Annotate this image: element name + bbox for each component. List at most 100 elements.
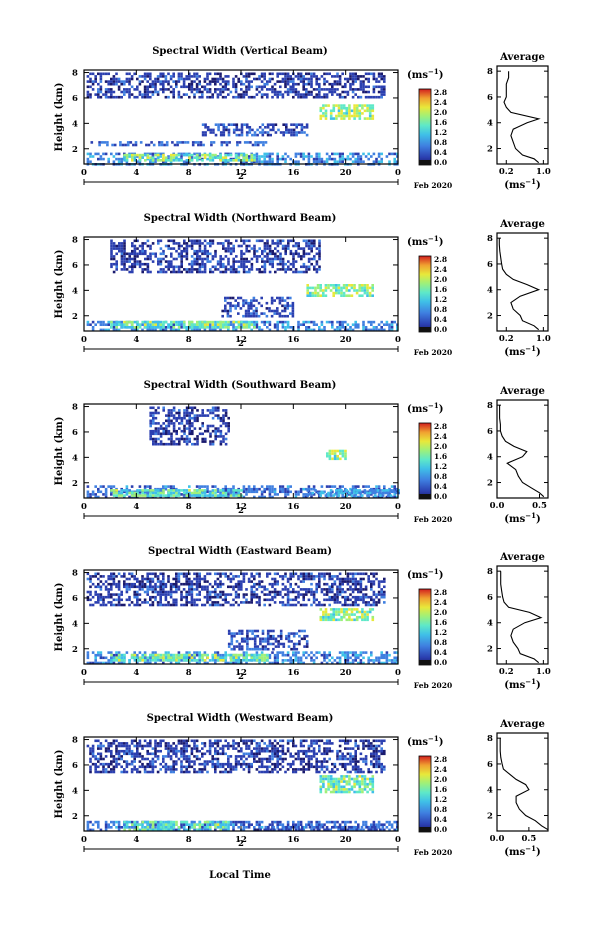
heatmap-cell [298, 131, 301, 134]
heatmap-cell [209, 270, 212, 274]
heatmap-cell [326, 452, 329, 455]
heatmap-cell [190, 85, 194, 89]
heatmap-cell [393, 661, 396, 665]
heatmap-cell [255, 490, 259, 494]
heatmap-cell [217, 416, 220, 420]
heatmap-cell [201, 585, 204, 589]
heatmap-cell [302, 598, 305, 602]
heatmap-cell [320, 588, 324, 591]
heatmap-cell [141, 252, 144, 256]
heatmap-cell [120, 80, 123, 83]
heatmap-cell [266, 629, 270, 633]
heatmap-cell [377, 155, 381, 158]
heatmap-cell [240, 585, 243, 589]
heatmap-cell [102, 598, 105, 602]
heatmap-cell [281, 485, 285, 488]
heatmap-cell [162, 593, 165, 596]
heatmap-cell [310, 249, 313, 253]
heatmap-cell [172, 659, 176, 662]
heatmap-cell [91, 490, 95, 494]
heatmap-cell [297, 490, 300, 494]
heatmap-cell [269, 637, 273, 641]
heatmap-cell [248, 159, 251, 162]
heatmap-cell [136, 88, 139, 91]
heatmap-cell [196, 489, 199, 492]
heatmap-cell [94, 590, 97, 594]
heatmap-cell [196, 153, 199, 157]
heatmap-cell [294, 268, 298, 271]
heatmap-cell [206, 490, 209, 494]
heatmap-cell [188, 88, 191, 91]
heatmap-cell [292, 88, 295, 91]
heatmap-cell [271, 257, 274, 261]
heatmap-cell [377, 323, 381, 326]
heatmap-cell [123, 80, 126, 83]
heatmap-cell [234, 590, 238, 594]
heatmap-cell [302, 157, 305, 161]
heatmap-cell [377, 160, 381, 163]
heatmap-cell [339, 449, 342, 453]
heatmap-cell [196, 249, 199, 253]
heatmap-cell [279, 490, 282, 494]
heatmap-cell [89, 495, 92, 499]
heatmap-cell [357, 653, 360, 657]
heatmap-cell [226, 312, 230, 315]
heatmap-cell [219, 242, 222, 245]
heatmap-cell [209, 442, 212, 446]
y-axis-label: Height (km) [54, 83, 65, 152]
heatmap-cell [130, 582, 134, 586]
heatmap-cell [351, 160, 355, 163]
heatmap-cell [299, 95, 303, 99]
heatmap-cell [91, 651, 95, 654]
heatmap-cell [358, 610, 362, 614]
heatmap-cell [310, 244, 313, 248]
heatmap-cell [190, 588, 194, 591]
heatmap-cell [302, 82, 305, 86]
heatmap-cell [143, 598, 147, 602]
heatmap-cell [240, 629, 244, 633]
heatmap-cell [361, 494, 364, 497]
heatmap-cell [128, 77, 131, 81]
heatmap-cell [349, 598, 352, 602]
heatmap-cell [359, 75, 363, 78]
heatmap-cell [110, 577, 113, 581]
heatmap-cell [358, 289, 361, 292]
heatmap-cell [180, 435, 184, 438]
colorbar-tick-label: 0.4 [434, 482, 447, 491]
heatmap-cell [190, 268, 194, 271]
heatmap-cell [237, 575, 240, 578]
heatmap-cell [216, 260, 220, 263]
heatmap-cell [229, 577, 233, 581]
heatmap-cell [175, 419, 178, 423]
heatmap-cell [362, 490, 365, 494]
heatmap-cell [310, 257, 313, 261]
heatmap-cell [227, 247, 230, 250]
heatmap-cell [268, 485, 272, 488]
heatmap-cell [354, 495, 357, 499]
heatmap-cell [175, 85, 178, 89]
heatmap-cell [250, 575, 253, 578]
heatmap-cell [269, 133, 272, 137]
heatmap-cell [193, 419, 197, 423]
panel-title: Spectral Width (Northward Beam) [144, 213, 337, 224]
heatmap-cell [201, 123, 205, 126]
heatmap-cell [107, 582, 110, 586]
x-tick-label: 8 [186, 335, 192, 345]
heatmap-cell [336, 457, 339, 461]
heatmap-cell [313, 268, 316, 271]
heatmap-cell [370, 320, 373, 324]
heatmap-cell [157, 437, 160, 441]
heatmap-cell [315, 598, 318, 602]
heatmap-cell [322, 104, 325, 107]
heatmap-cell [164, 595, 168, 599]
heatmap-cell [162, 320, 165, 324]
heatmap-cell [274, 242, 277, 245]
heatmap-cell [198, 585, 201, 589]
heatmap-cell [289, 312, 292, 315]
y-axis-label: Height (km) [54, 250, 65, 319]
heatmap-cell [359, 588, 363, 591]
heatmap-cell [325, 95, 329, 99]
heatmap-cell [320, 75, 324, 78]
average-frame [496, 399, 549, 499]
